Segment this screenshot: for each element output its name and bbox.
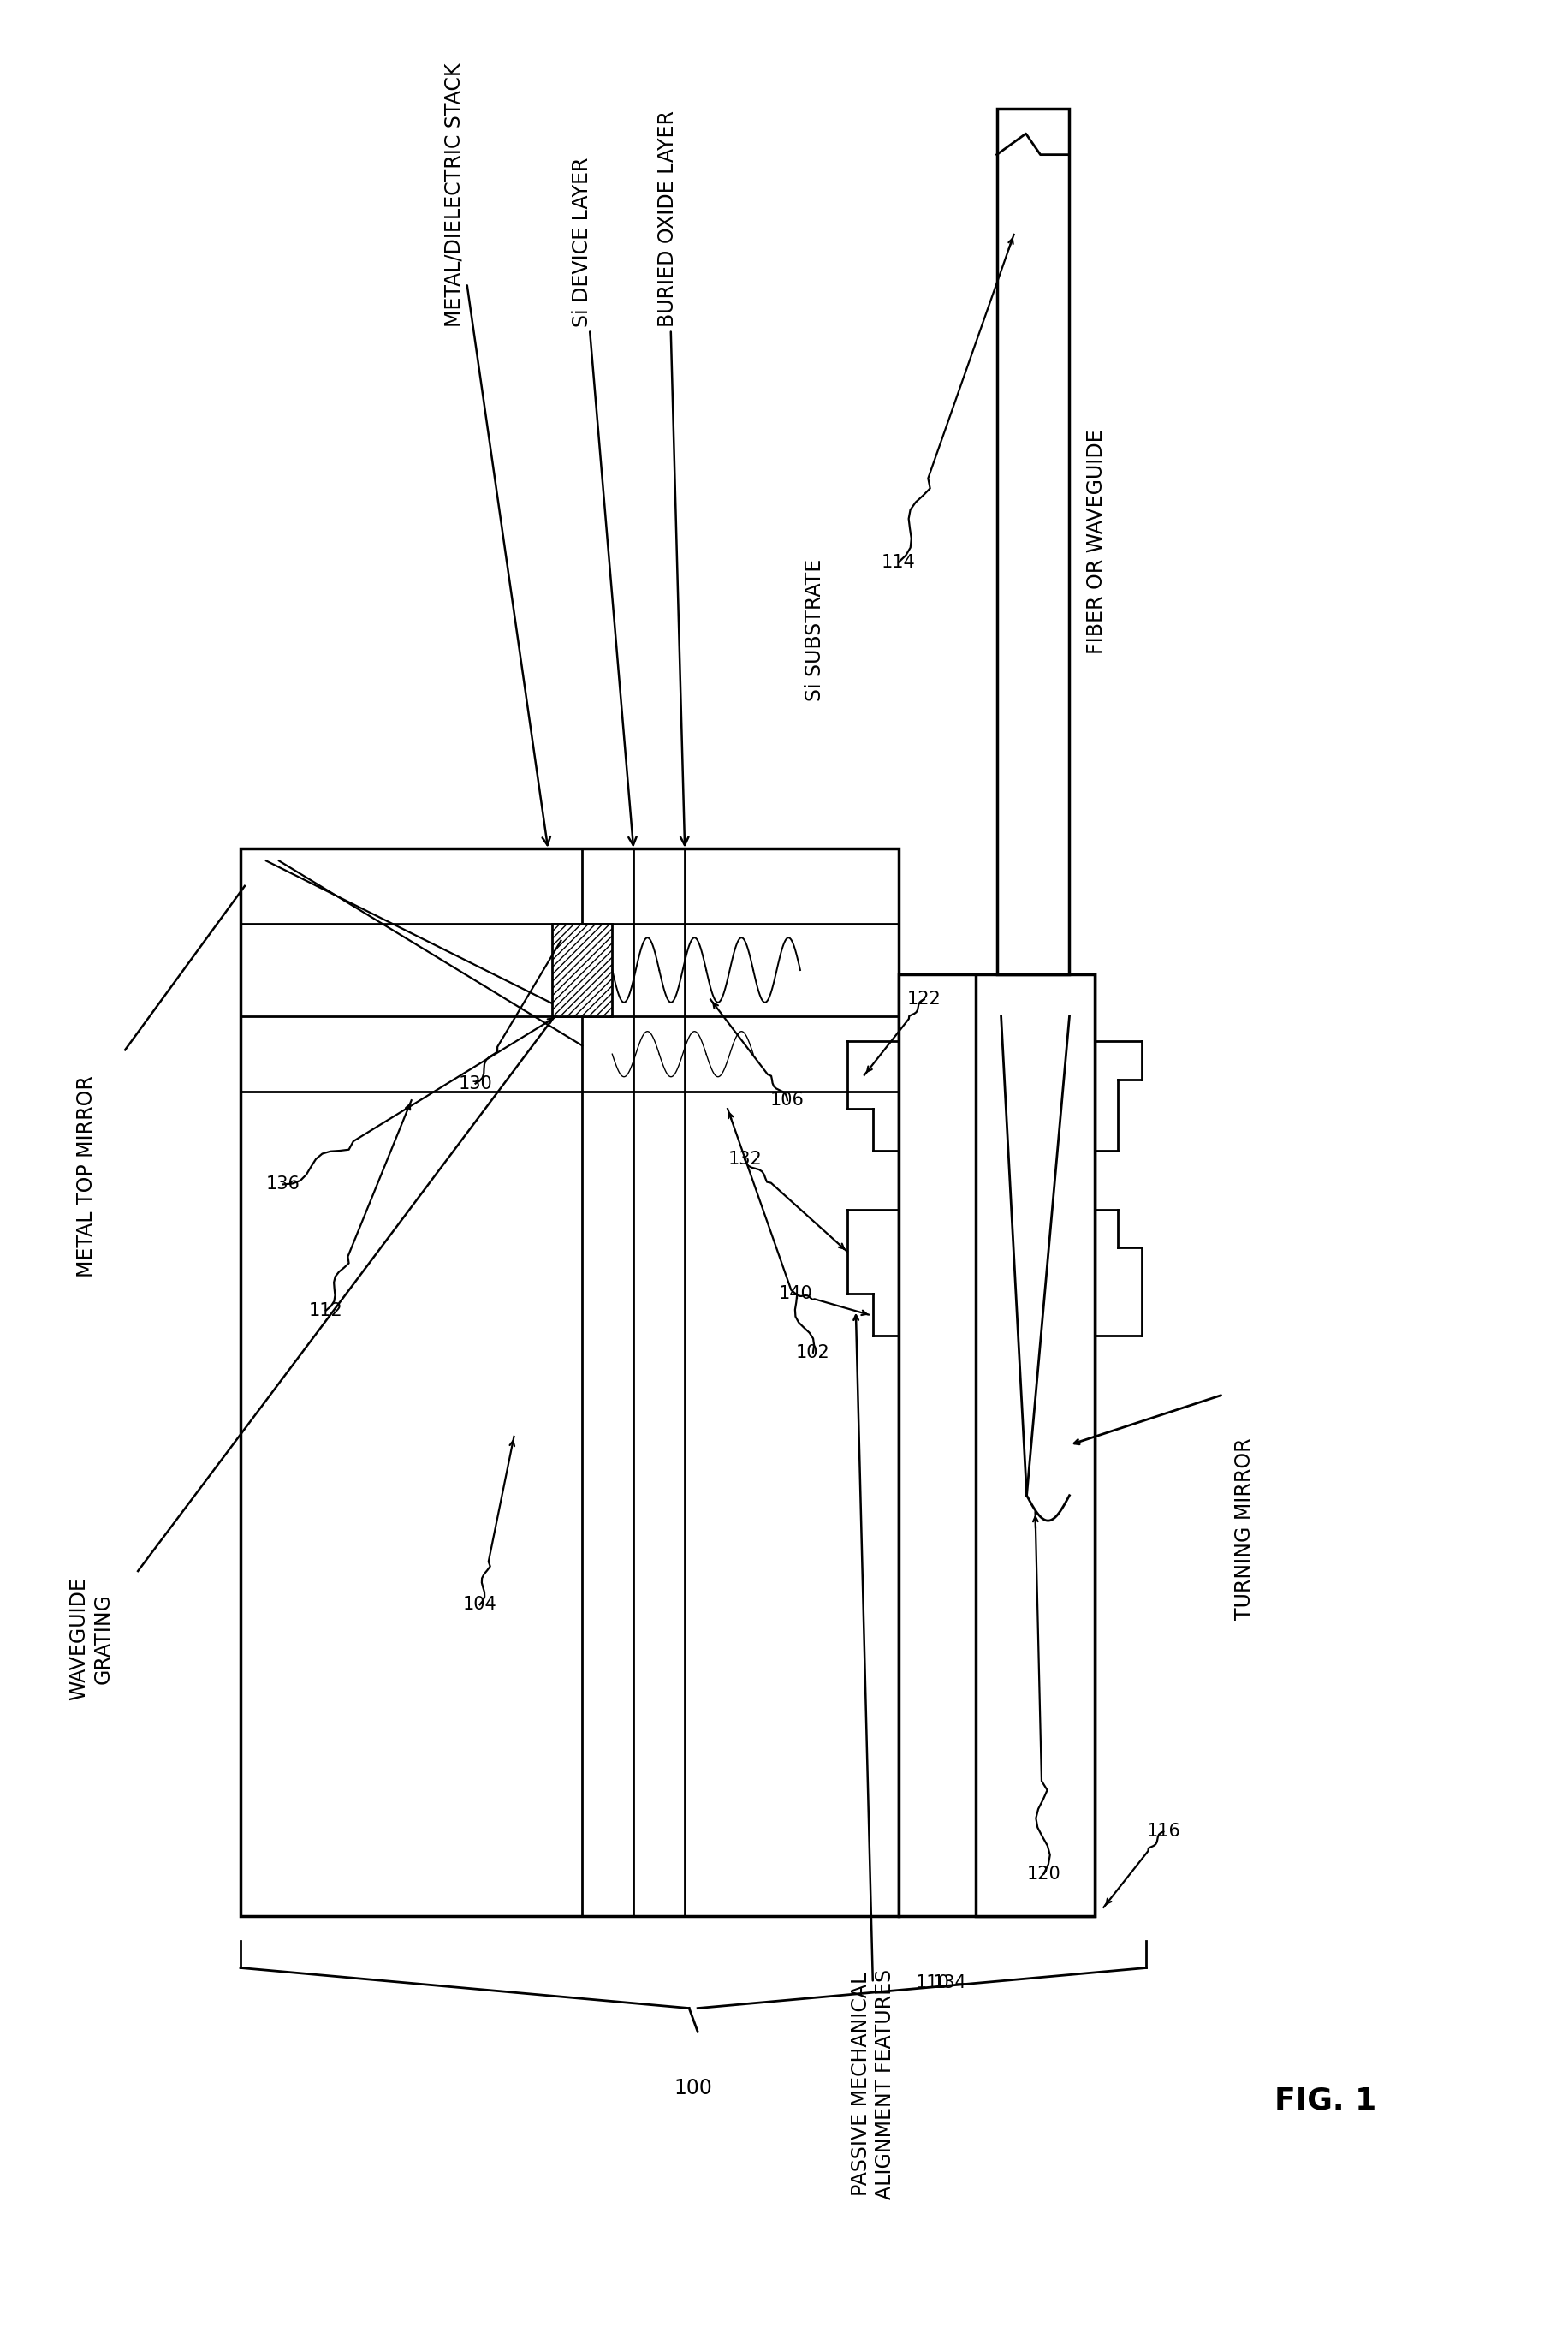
Text: BURIED OXIDE LAYER: BURIED OXIDE LAYER [657,110,688,845]
Text: 136: 136 [267,1176,299,1192]
Text: 112: 112 [309,1302,343,1318]
Text: 100: 100 [674,2079,712,2097]
Text: Si DEVICE LAYER: Si DEVICE LAYER [572,156,637,845]
Bar [552,924,612,1017]
Text: 106: 106 [770,1092,804,1108]
Text: 114: 114 [881,553,916,572]
Text: FIBER OR WAVEGUIDE: FIBER OR WAVEGUIDE [1087,429,1107,653]
Text: PASSIVE MECHANICAL
ALIGNMENT FEATURES: PASSIVE MECHANICAL ALIGNMENT FEATURES [851,1969,895,2200]
Text: Si SUBSTRATE: Si SUBSTRATE [804,558,825,700]
Text: METAL/DIELECTRIC STACK: METAL/DIELECTRIC STACK [444,63,550,845]
Text: 116: 116 [1146,1822,1181,1841]
Text: TURNING MIRROR: TURNING MIRROR [1234,1437,1254,1619]
Text: WAVEGUIDE
GRATING: WAVEGUIDE GRATING [69,1577,113,1701]
Text: 120: 120 [1027,1864,1062,1883]
Bar [997,107,1069,975]
Text: 104: 104 [463,1596,497,1612]
Text: 134: 134 [933,1974,967,1992]
Bar [975,975,1094,1915]
Text: FIG. 1: FIG. 1 [1275,2086,1377,2116]
Text: 140: 140 [779,1285,812,1302]
Text: 132: 132 [728,1150,762,1169]
Text: 130: 130 [458,1076,492,1092]
Text: 110: 110 [916,1974,950,1992]
Text: 102: 102 [797,1344,829,1360]
Text: METAL TOP MIRROR: METAL TOP MIRROR [77,1076,97,1276]
Text: 122: 122 [908,992,941,1008]
Bar [240,849,898,1915]
Bar [898,975,1094,1915]
